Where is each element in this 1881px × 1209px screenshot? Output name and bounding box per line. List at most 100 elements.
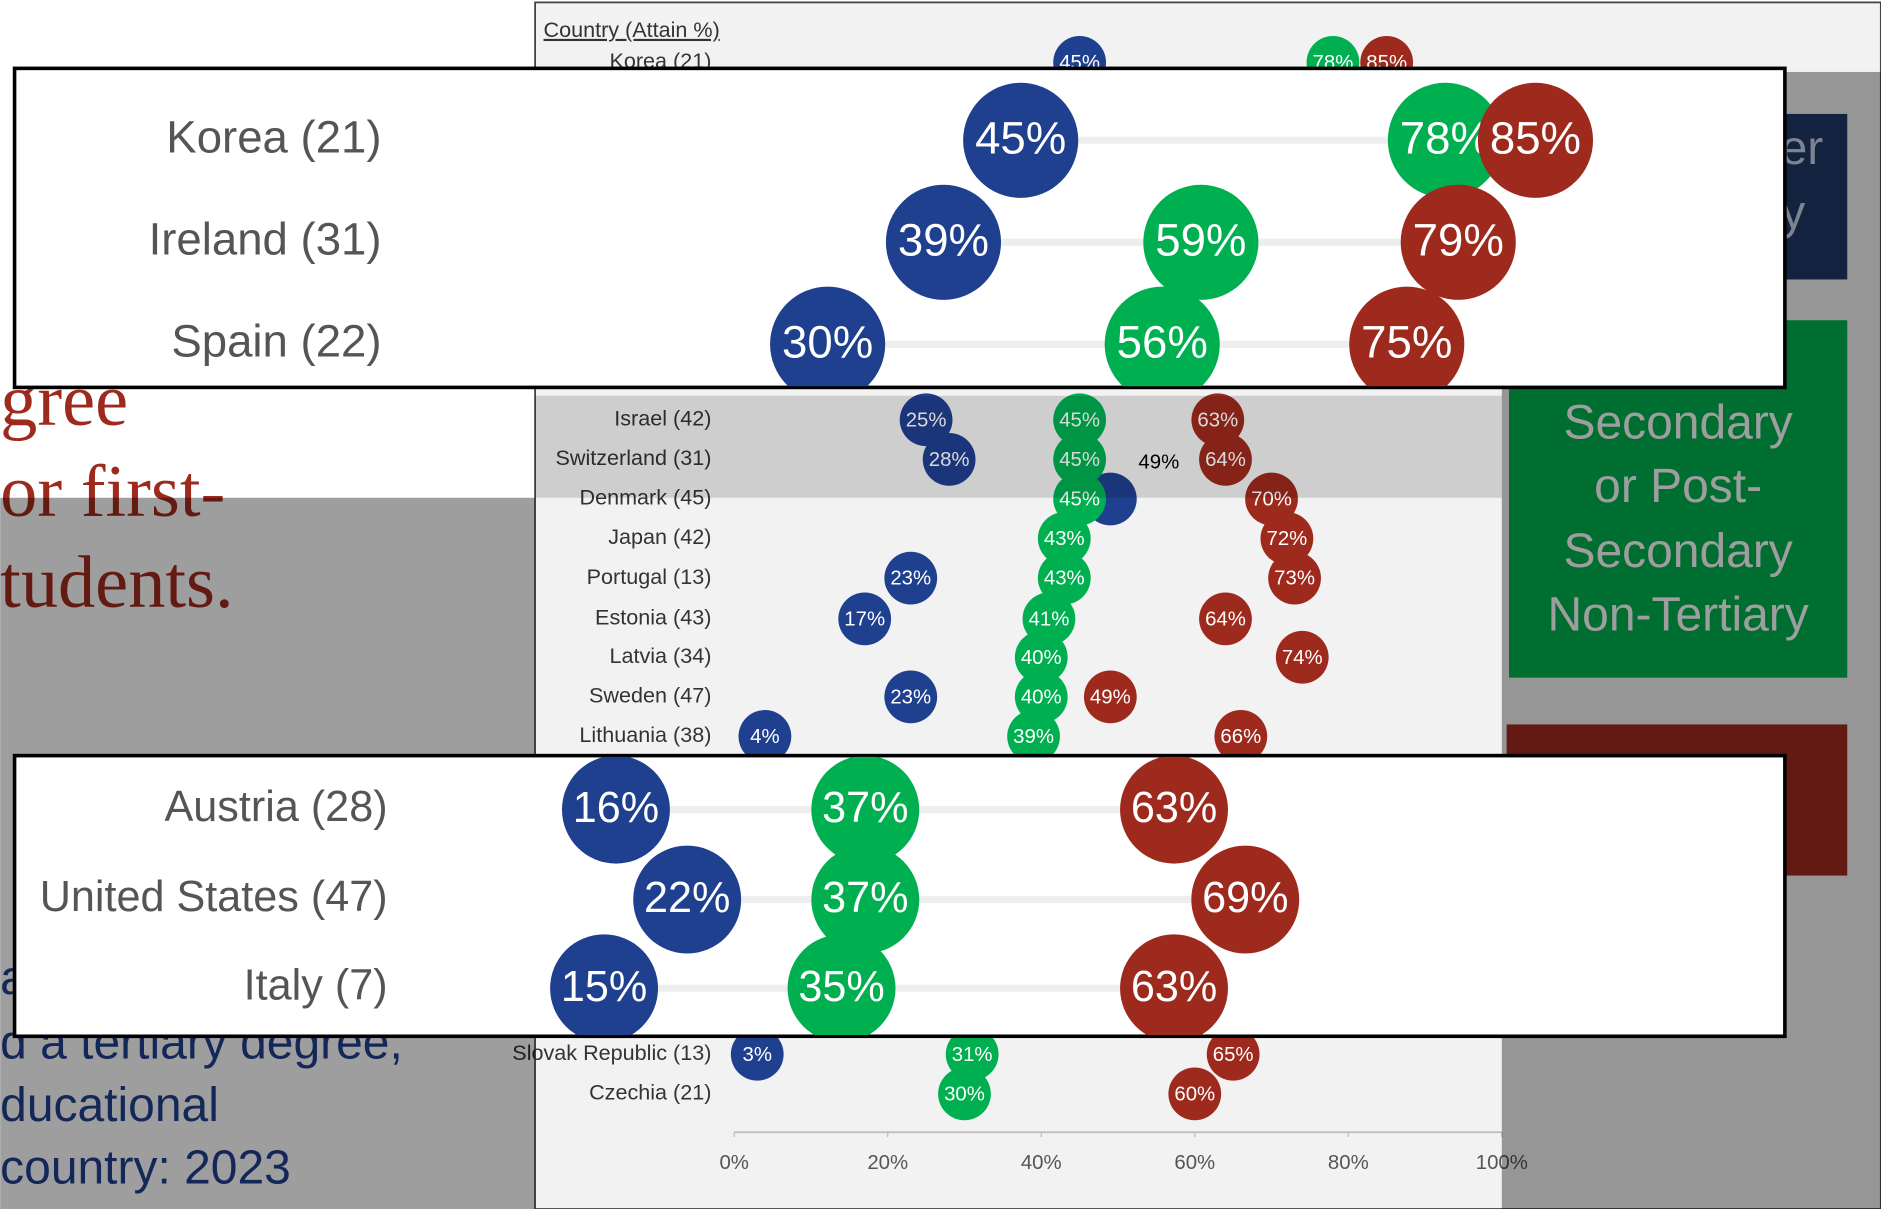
headline: tudents. — [0, 542, 233, 624]
data-label: 72% — [1266, 528, 1307, 550]
dot — [1053, 432, 1107, 486]
data-label: 63% — [1131, 963, 1217, 1011]
x-tick-label: 40% — [1021, 1152, 1062, 1174]
data-label: 39% — [1013, 726, 1054, 748]
annotation: 49% — [1138, 451, 1179, 473]
data-label: 3% — [743, 1044, 772, 1066]
legend-text: er — [1781, 122, 1824, 175]
data-label: 37% — [822, 874, 908, 922]
data-label: 73% — [1274, 568, 1315, 590]
category-label: Japan (42) — [608, 524, 711, 549]
dot — [633, 845, 742, 954]
x-tick-label: 80% — [1328, 1152, 1369, 1174]
dot — [884, 551, 938, 605]
data-label: 15% — [561, 963, 647, 1011]
category-label: Latvia (34) — [609, 643, 711, 668]
data-label: 39% — [898, 215, 989, 266]
dot — [1245, 472, 1298, 526]
category-label: Sweden (47) — [589, 683, 711, 708]
data-label: 43% — [1044, 568, 1085, 590]
dot — [938, 1067, 991, 1121]
data-label: 25% — [906, 409, 947, 431]
dot — [1275, 630, 1329, 684]
x-tick-label: 60% — [1174, 1152, 1215, 1174]
legend-text: or Post- — [1594, 460, 1762, 513]
data-label: 40% — [1021, 686, 1062, 708]
data-label: 28% — [929, 449, 970, 471]
data-label: 74% — [1282, 647, 1323, 669]
dot — [1143, 184, 1259, 300]
dot — [730, 1027, 784, 1081]
legend-text: Secondary — [1563, 396, 1792, 449]
data-label: 45% — [1059, 449, 1100, 471]
data-label: 45% — [1059, 489, 1100, 511]
data-label: 35% — [798, 963, 884, 1011]
dot — [899, 393, 953, 447]
data-label: 56% — [1117, 316, 1208, 367]
category-label: Czechia (21) — [589, 1080, 711, 1105]
data-label: 75% — [1361, 316, 1452, 367]
dot — [787, 934, 896, 1036]
dot — [1053, 472, 1107, 526]
data-label: 60% — [1174, 1083, 1215, 1105]
dot — [945, 1027, 999, 1081]
dot — [1120, 756, 1228, 864]
data-label: 45% — [975, 113, 1066, 164]
category-label: Lithuania (38) — [579, 722, 711, 747]
category-label: Portugal (13) — [587, 564, 712, 589]
data-label: 43% — [1044, 528, 1085, 550]
data-label: 65% — [1213, 1044, 1254, 1066]
dot — [1191, 845, 1300, 954]
data-label: 23% — [890, 686, 931, 708]
x-tick-label: 100% — [1476, 1152, 1528, 1174]
category-label: Italy (7) — [244, 962, 388, 1010]
data-label: 17% — [844, 608, 885, 630]
dot — [1168, 1067, 1222, 1121]
inset-chart: Korea (21) Ireland (31) Spain (22) 45% 39% 30… — [149, 82, 1594, 387]
data-label: 31% — [952, 1044, 993, 1066]
legend-text: Secondary — [1563, 525, 1792, 578]
category-label: Slovak Republic (13) — [512, 1040, 711, 1065]
dot — [1014, 670, 1068, 724]
dot — [884, 670, 938, 724]
shade — [535, 395, 1502, 498]
data-label: 66% — [1220, 726, 1261, 748]
legend-text: Non-Tertiary — [1548, 588, 1809, 641]
category-label: Switzerland (31) — [556, 445, 712, 470]
data-label: 4% — [750, 726, 779, 748]
inset-chart: Austria (28) United States (47) Italy (7) 1… — [40, 756, 1300, 1036]
headline: or first- — [0, 451, 225, 533]
dot — [550, 934, 659, 1036]
caption: country: 2023 — [0, 1141, 291, 1194]
dot — [1387, 82, 1503, 198]
data-label: 79% — [1413, 215, 1504, 266]
category-label: Estonia (43) — [595, 605, 711, 630]
dot — [770, 286, 886, 387]
dot — [1214, 710, 1268, 763]
x-tick-label: 0% — [719, 1152, 748, 1174]
data-label: 37% — [822, 784, 908, 832]
category-label: Spain (22) — [171, 315, 381, 366]
data-label: 40% — [1021, 647, 1062, 669]
dot — [1104, 286, 1220, 387]
dot — [1260, 512, 1314, 565]
data-label: 49% — [1090, 686, 1131, 708]
data-label: 45% — [1059, 409, 1100, 431]
data-label: 64% — [1205, 608, 1246, 630]
dot — [1477, 82, 1594, 198]
data-label: 30% — [782, 316, 873, 367]
category-label: Ireland (31) — [149, 213, 382, 264]
category-label: Israel (42) — [614, 405, 711, 430]
dot — [838, 592, 892, 646]
dot — [1206, 1027, 1260, 1081]
dot — [1037, 551, 1091, 605]
dot — [1191, 393, 1245, 447]
dot — [1349, 286, 1465, 387]
data-label: 22% — [644, 874, 730, 922]
dot — [1083, 670, 1137, 724]
dot — [922, 432, 976, 486]
dot — [738, 710, 792, 763]
data-label: 64% — [1205, 449, 1246, 471]
dot — [1199, 432, 1252, 486]
